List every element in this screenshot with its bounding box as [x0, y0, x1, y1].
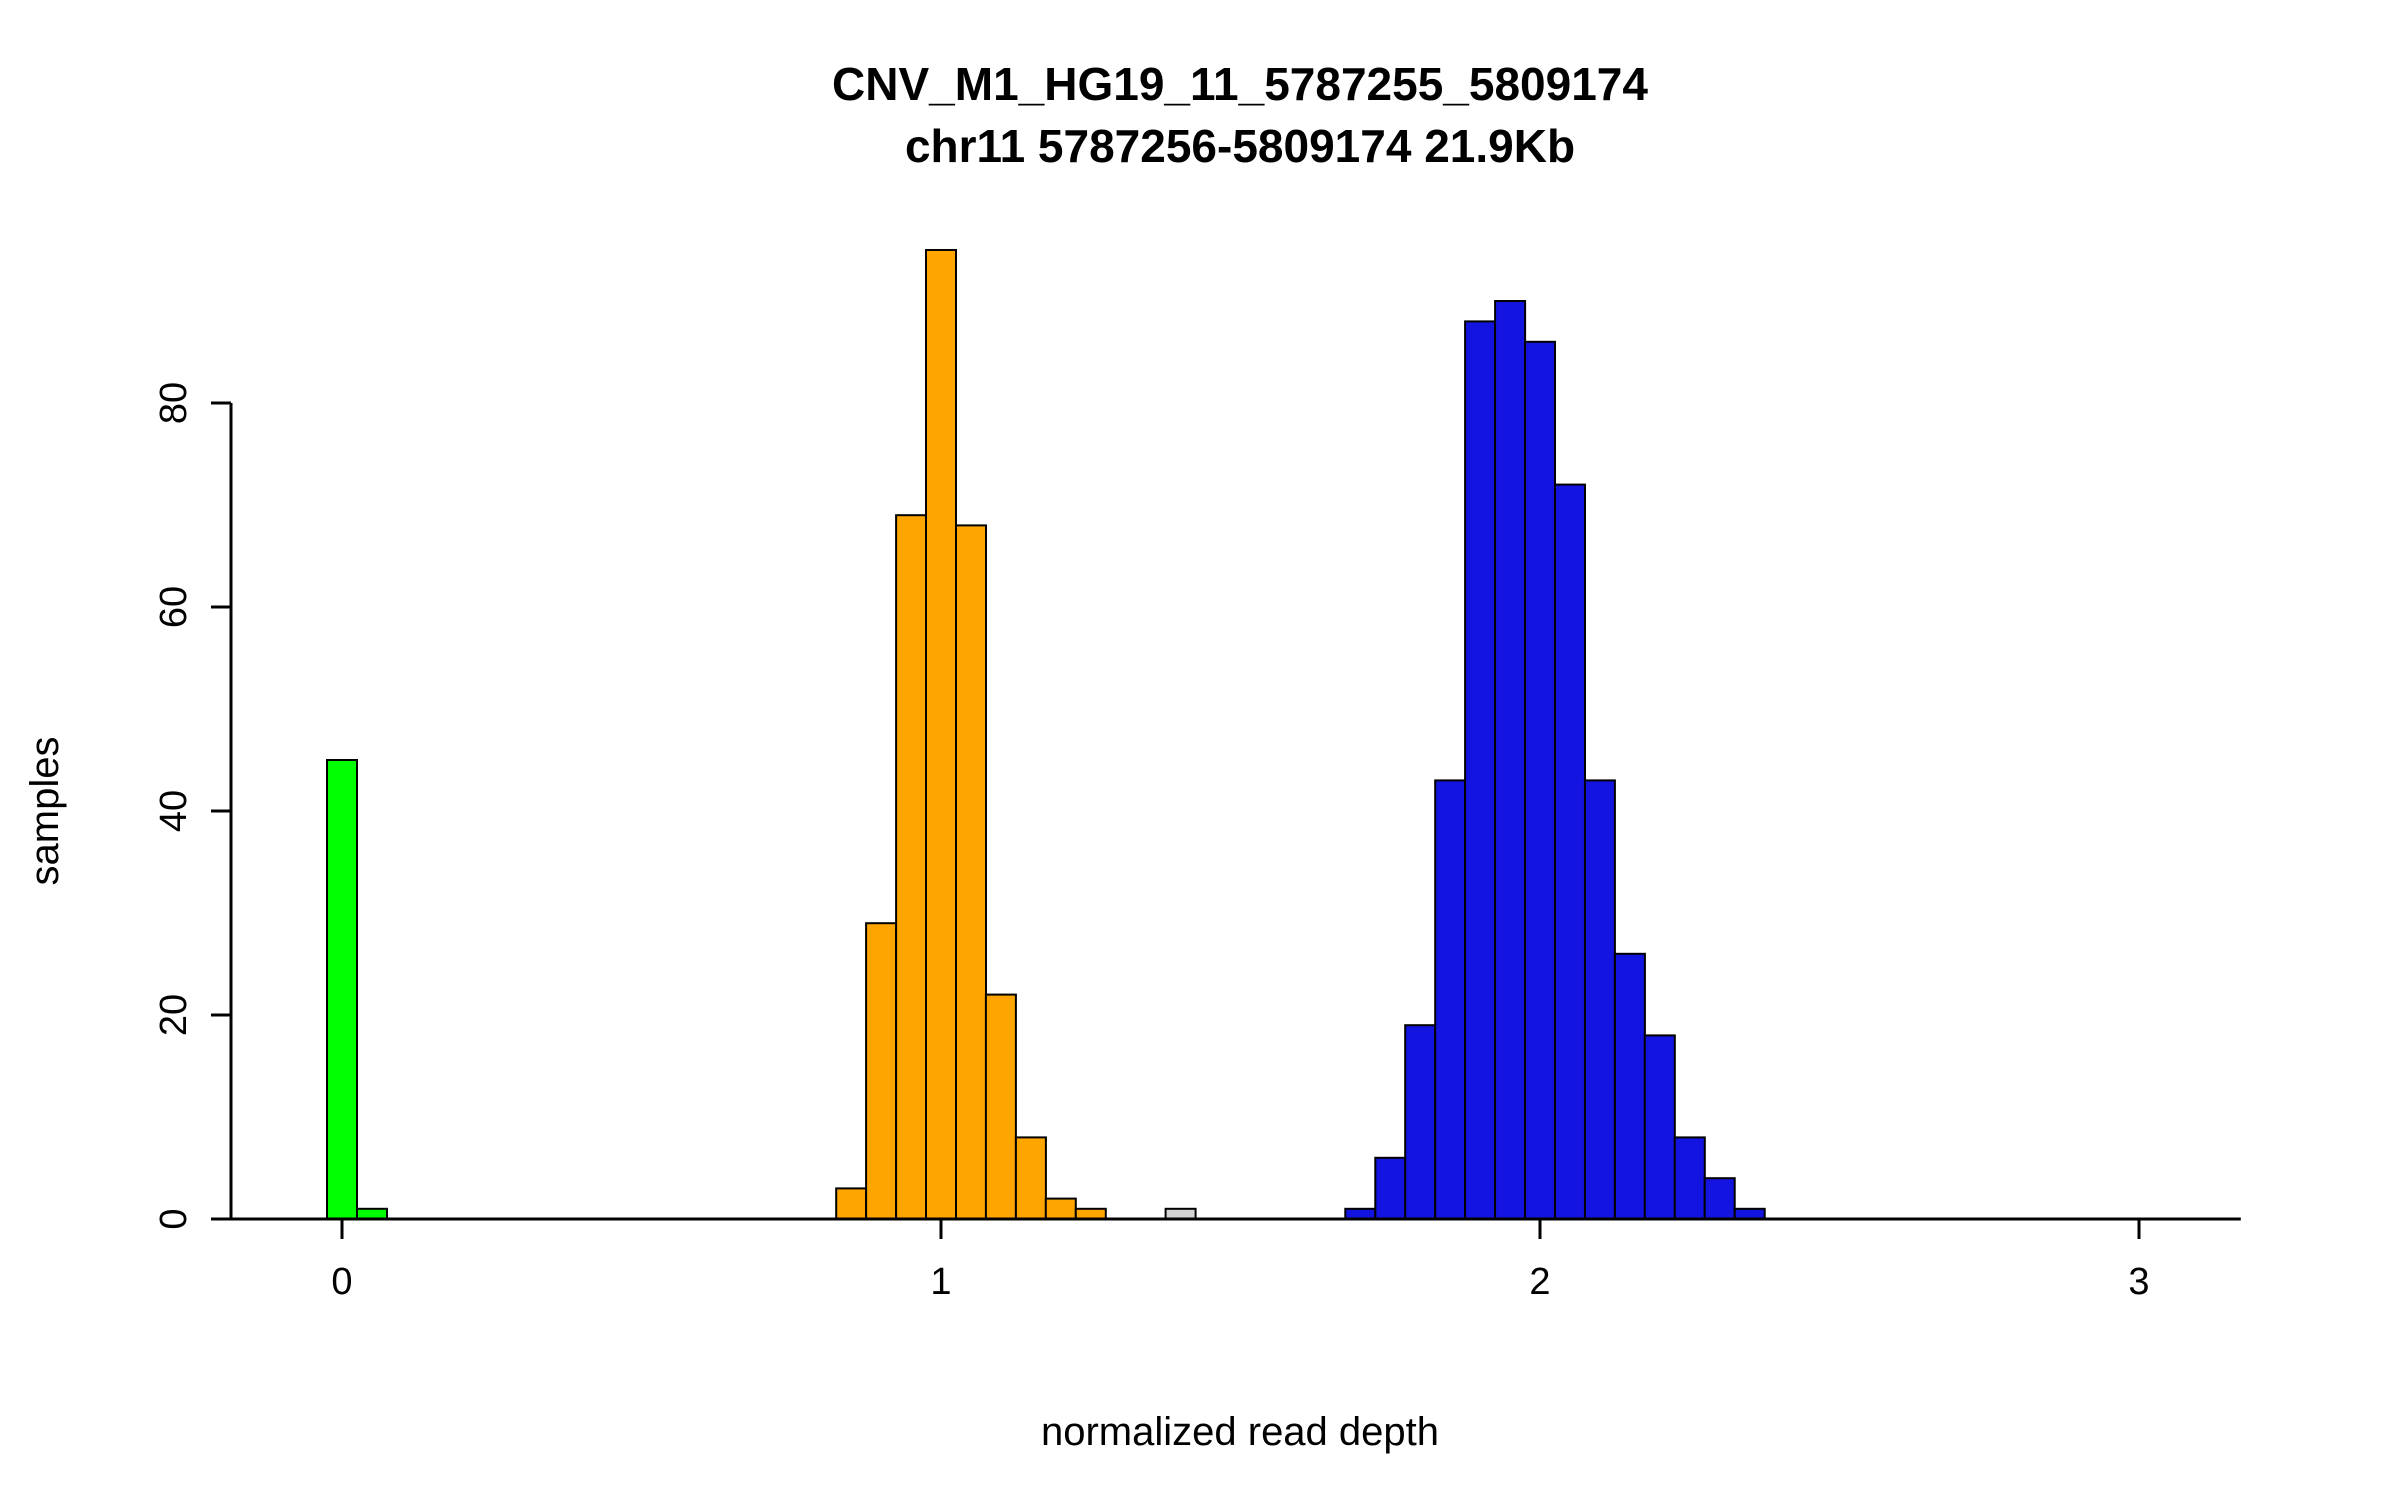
histogram-bar-copy-number-1: [955, 524, 987, 1220]
histogram-bar-copy-number-1: [1014, 1136, 1047, 1221]
histogram-bar-copy-number-1: [835, 1187, 868, 1221]
histogram-bar-copy-number-1: [1044, 1197, 1077, 1220]
x-axis-label: normalized read depth: [1041, 1410, 1439, 1454]
histogram-bar-copy-number-2: [1673, 1136, 1706, 1221]
histogram-bar-copy-number-0: [356, 1207, 388, 1221]
histogram-bar-copy-number-2: [1524, 340, 1556, 1220]
histogram-bar-copy-number-2: [1464, 320, 1497, 1220]
histogram-bar-copy-number-2: [1374, 1156, 1407, 1221]
histogram-bar-copy-number-2: [1404, 1024, 1437, 1220]
histogram-bar-copy-number-2: [1733, 1207, 1766, 1221]
histogram-bar-copy-number-1: [984, 993, 1017, 1220]
x-axis: 0 1 2 3: [228, 1217, 2241, 1303]
histogram-bar-copy-number-1: [865, 922, 898, 1220]
y-tick-label: 0: [153, 1208, 195, 1229]
y-tick-label: 20: [153, 994, 195, 1036]
histogram-bar-copy-number-2: [1703, 1177, 1736, 1220]
histogram-bar-copy-number-2: [1494, 300, 1527, 1220]
histogram-bar-copy-number-2: [1583, 779, 1616, 1221]
y-tick-label: 40: [153, 790, 195, 832]
x-tick-label: 2: [1529, 1261, 1550, 1303]
histogram-bar-copy-number-1: [1074, 1207, 1107, 1221]
x-tick-label: 1: [930, 1261, 951, 1303]
histogram-bar-copy-number-1: [925, 249, 957, 1220]
histogram-bar-copy-number-0: [326, 759, 358, 1220]
histogram-bar-copy-number-2: [1613, 952, 1646, 1220]
histogram-bar-copy-number-2: [1643, 1034, 1676, 1221]
histogram-bar-copy-number-2: [1344, 1207, 1377, 1221]
y-axis-label: samples: [23, 737, 67, 886]
x-tick-label: 0: [331, 1261, 352, 1303]
y-tick-label: 60: [153, 586, 195, 628]
histogram-bar-copy-number-2: [1434, 779, 1467, 1221]
chart-subtitle: chr11 5787256-5809174 21.9Kb: [905, 120, 1575, 172]
chart-title: CNV_M1_HG19_11_5787255_5809174: [832, 58, 1648, 110]
histogram-bar-copy-number-2: [1554, 483, 1586, 1221]
histogram-bar-unassigned: [1164, 1207, 1197, 1221]
x-tick-label: 3: [2128, 1261, 2149, 1303]
y-axis: 0 20 40 60 80: [153, 382, 233, 1230]
histogram-bar-copy-number-1: [895, 514, 928, 1220]
histogram-bars: [326, 249, 1766, 1221]
y-tick-label: 80: [153, 382, 195, 424]
